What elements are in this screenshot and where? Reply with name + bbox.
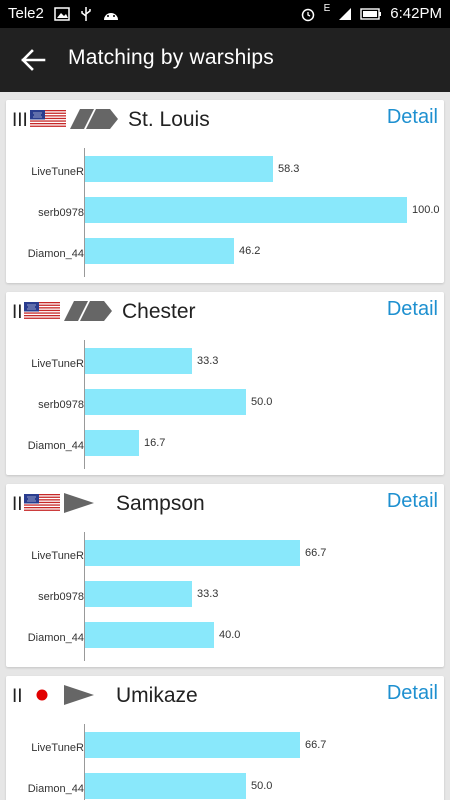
match-bar-chart: LiveTuneR 66.7 Diamon_44 50.0: [6, 724, 444, 800]
chart-row: Diamon_44 40.0: [6, 620, 444, 660]
match-value: 16.7: [144, 437, 166, 449]
match-value: 33.3: [197, 355, 219, 367]
player-name: LiveTuneR: [31, 166, 84, 178]
match-value: 66.7: [305, 739, 327, 751]
alarm-icon: [301, 8, 314, 21]
match-bar: [85, 773, 246, 799]
cruiser-class-icon: [70, 109, 118, 129]
match-bar: [85, 581, 192, 607]
clock: 6:42PM: [390, 5, 442, 22]
card-header: II Sampson Detail: [6, 484, 444, 524]
match-bar: [85, 389, 246, 415]
player-name: Diamon_44: [27, 632, 84, 644]
match-bar: [85, 540, 300, 566]
ship-tier: III: [12, 110, 28, 131]
player-name: LiveTuneR: [31, 742, 84, 754]
detail-link[interactable]: Detail: [386, 490, 438, 512]
player-name: Diamon_44: [27, 248, 84, 260]
network-type: E: [323, 3, 331, 14]
warship-card: II Umikaze Detail LiveTuneR 66.7 Diamon_44 50.…: [6, 676, 444, 800]
ship-name: Sampson: [116, 492, 205, 515]
match-bar: [85, 156, 273, 182]
chart-row: serb0978 100.0: [6, 195, 444, 235]
ship-name: Umikaze: [116, 684, 198, 707]
ship-name: St. Louis: [128, 108, 210, 131]
match-bar: [85, 197, 407, 223]
ship-tier: II: [12, 686, 23, 707]
back-arrow-icon[interactable]: [18, 46, 48, 74]
match-value: 46.2: [239, 245, 261, 257]
battery-icon: [360, 7, 382, 20]
signal-icon: [339, 7, 352, 20]
chart-row: serb0978 33.3: [6, 579, 444, 619]
match-value: 33.3: [197, 588, 219, 600]
ship-name: Chester: [122, 300, 196, 323]
usb-icon: [81, 6, 91, 21]
match-bar: [85, 732, 300, 758]
match-value: 50.0: [251, 396, 273, 408]
chart-row: Diamon_44 50.0: [6, 771, 444, 800]
chart-row: Diamon_44 16.7: [6, 428, 444, 468]
player-name: serb0978: [38, 591, 84, 603]
destroyer-class-icon: [64, 685, 94, 705]
match-bar: [85, 430, 139, 456]
app-bar: Matching by warships: [0, 28, 450, 92]
detail-link[interactable]: Detail: [386, 298, 438, 320]
us-flag-icon: [24, 494, 60, 512]
match-value: 50.0: [251, 780, 273, 792]
warship-list[interactable]: III St. Louis Detail LiveTuneR 58.3 serb0978 1…: [0, 92, 450, 800]
match-bar: [85, 238, 234, 264]
warship-card: III St. Louis Detail LiveTuneR 58.3 serb0978 1…: [6, 100, 444, 283]
japan-flag-icon: [24, 686, 60, 704]
match-bar: [85, 622, 214, 648]
chart-row: Diamon_44 46.2: [6, 236, 444, 276]
player-name: LiveTuneR: [31, 358, 84, 370]
cruiser-class-icon: [64, 301, 112, 321]
chart-row: LiveTuneR 66.7: [6, 538, 444, 578]
us-flag-icon: [30, 110, 66, 128]
match-value: 66.7: [305, 547, 327, 559]
android-icon: [103, 12, 118, 20]
player-name: Diamon_44: [27, 440, 84, 452]
chart-axis: [84, 340, 85, 469]
match-bar-chart: LiveTuneR 66.7 serb0978 33.3 Diamon_44 40.0: [6, 532, 444, 667]
warship-card: II Chester Detail LiveTuneR 33.3 serb0978 50.0…: [6, 292, 444, 475]
card-header: III St. Louis Detail: [6, 100, 444, 140]
match-bar-chart: LiveTuneR 58.3 serb0978 100.0 Diamon_44 46.2: [6, 148, 444, 283]
status-bar: Tele2 E 6:42PM: [0, 0, 450, 28]
chart-row: LiveTuneR 33.3: [6, 346, 444, 386]
ship-tier: II: [12, 302, 23, 323]
card-header: II Umikaze Detail: [6, 676, 444, 716]
match-bar-chart: LiveTuneR 33.3 serb0978 50.0 Diamon_44 16.7: [6, 340, 444, 475]
image-notification-icon: [54, 6, 70, 21]
chart-row: LiveTuneR 58.3: [6, 154, 444, 194]
destroyer-class-icon: [64, 493, 94, 513]
match-bar: [85, 348, 192, 374]
chart-row: LiveTuneR 66.7: [6, 730, 444, 770]
warship-card: II Sampson Detail LiveTuneR 66.7 serb0978 33.3…: [6, 484, 444, 667]
page-title: Matching by warships: [68, 46, 274, 69]
carrier-name: Tele2: [8, 5, 44, 22]
player-name: serb0978: [38, 207, 84, 219]
chart-axis: [84, 148, 85, 277]
chart-row: serb0978 50.0: [6, 387, 444, 427]
match-value: 58.3: [278, 163, 300, 175]
match-value: 40.0: [219, 629, 241, 641]
ship-tier: II: [12, 494, 23, 515]
chart-axis: [84, 532, 85, 661]
player-name: Diamon_44: [27, 783, 84, 795]
player-name: LiveTuneR: [31, 550, 84, 562]
player-name: serb0978: [38, 399, 84, 411]
match-value: 100.0: [412, 204, 440, 216]
detail-link[interactable]: Detail: [386, 106, 438, 128]
card-header: II Chester Detail: [6, 292, 444, 332]
detail-link[interactable]: Detail: [386, 682, 438, 704]
chart-axis: [84, 724, 85, 800]
us-flag-icon: [24, 302, 60, 320]
